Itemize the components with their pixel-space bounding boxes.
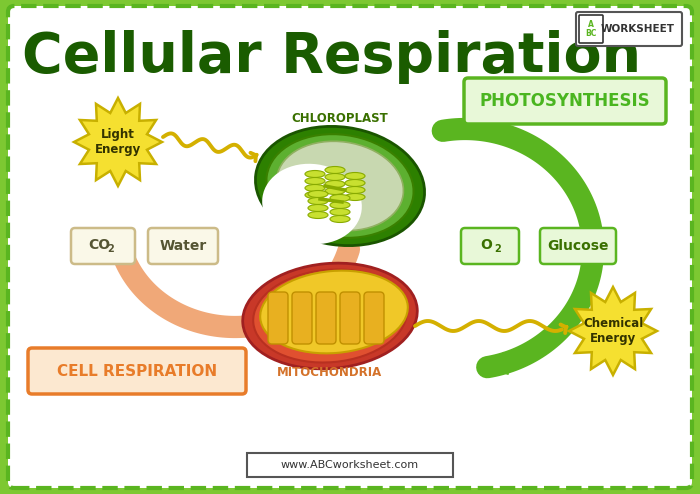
Ellipse shape bbox=[345, 179, 365, 187]
Ellipse shape bbox=[345, 187, 365, 194]
Text: MITOCHONDRIA: MITOCHONDRIA bbox=[277, 366, 383, 378]
Ellipse shape bbox=[262, 164, 362, 244]
FancyBboxPatch shape bbox=[364, 292, 384, 344]
Text: Light
Energy: Light Energy bbox=[95, 128, 141, 156]
FancyBboxPatch shape bbox=[71, 228, 135, 264]
FancyBboxPatch shape bbox=[540, 228, 616, 264]
Ellipse shape bbox=[325, 166, 345, 173]
Text: Glucose: Glucose bbox=[547, 239, 609, 253]
Text: 2: 2 bbox=[108, 244, 114, 254]
Text: PHOTOSYNTHESIS: PHOTOSYNTHESIS bbox=[480, 92, 650, 110]
FancyBboxPatch shape bbox=[461, 228, 519, 264]
Ellipse shape bbox=[330, 215, 350, 222]
Ellipse shape bbox=[345, 172, 365, 179]
FancyBboxPatch shape bbox=[340, 292, 360, 344]
Polygon shape bbox=[569, 287, 657, 375]
Polygon shape bbox=[332, 249, 354, 271]
FancyBboxPatch shape bbox=[316, 292, 336, 344]
Ellipse shape bbox=[345, 194, 365, 201]
Ellipse shape bbox=[256, 126, 425, 246]
Ellipse shape bbox=[305, 170, 325, 177]
Ellipse shape bbox=[260, 271, 408, 353]
Ellipse shape bbox=[305, 192, 325, 199]
Ellipse shape bbox=[325, 180, 345, 188]
Text: Chemical
Energy: Chemical Energy bbox=[583, 317, 643, 345]
Ellipse shape bbox=[243, 263, 417, 369]
Ellipse shape bbox=[267, 134, 414, 238]
Text: Cellular Respiration: Cellular Respiration bbox=[22, 30, 641, 84]
Text: CO: CO bbox=[88, 238, 110, 252]
Polygon shape bbox=[74, 98, 162, 186]
Text: WORKSHEET: WORKSHEET bbox=[601, 24, 675, 34]
Text: A
BC: A BC bbox=[585, 20, 596, 38]
Ellipse shape bbox=[330, 208, 350, 215]
Ellipse shape bbox=[305, 177, 325, 184]
Ellipse shape bbox=[330, 202, 350, 208]
FancyBboxPatch shape bbox=[576, 12, 682, 46]
Ellipse shape bbox=[325, 188, 345, 195]
Ellipse shape bbox=[308, 205, 328, 211]
FancyBboxPatch shape bbox=[148, 228, 218, 264]
FancyBboxPatch shape bbox=[247, 453, 453, 477]
FancyBboxPatch shape bbox=[292, 292, 312, 344]
Text: 2: 2 bbox=[495, 244, 501, 254]
Ellipse shape bbox=[308, 198, 328, 205]
FancyBboxPatch shape bbox=[28, 348, 246, 394]
Polygon shape bbox=[487, 352, 508, 374]
Ellipse shape bbox=[308, 211, 328, 218]
Text: CELL RESPIRATION: CELL RESPIRATION bbox=[57, 364, 217, 378]
Ellipse shape bbox=[305, 184, 325, 192]
Ellipse shape bbox=[276, 141, 403, 231]
Ellipse shape bbox=[308, 191, 328, 198]
Ellipse shape bbox=[253, 270, 407, 363]
Text: Water: Water bbox=[160, 239, 206, 253]
FancyBboxPatch shape bbox=[579, 15, 603, 43]
Text: CHLOROPLAST: CHLOROPLAST bbox=[292, 113, 388, 125]
Text: O: O bbox=[480, 238, 492, 252]
FancyBboxPatch shape bbox=[464, 78, 666, 124]
Ellipse shape bbox=[325, 173, 345, 180]
Text: www.ABCworksheet.com: www.ABCworksheet.com bbox=[281, 460, 419, 470]
FancyBboxPatch shape bbox=[268, 292, 288, 344]
Ellipse shape bbox=[330, 195, 350, 202]
FancyBboxPatch shape bbox=[8, 6, 692, 488]
